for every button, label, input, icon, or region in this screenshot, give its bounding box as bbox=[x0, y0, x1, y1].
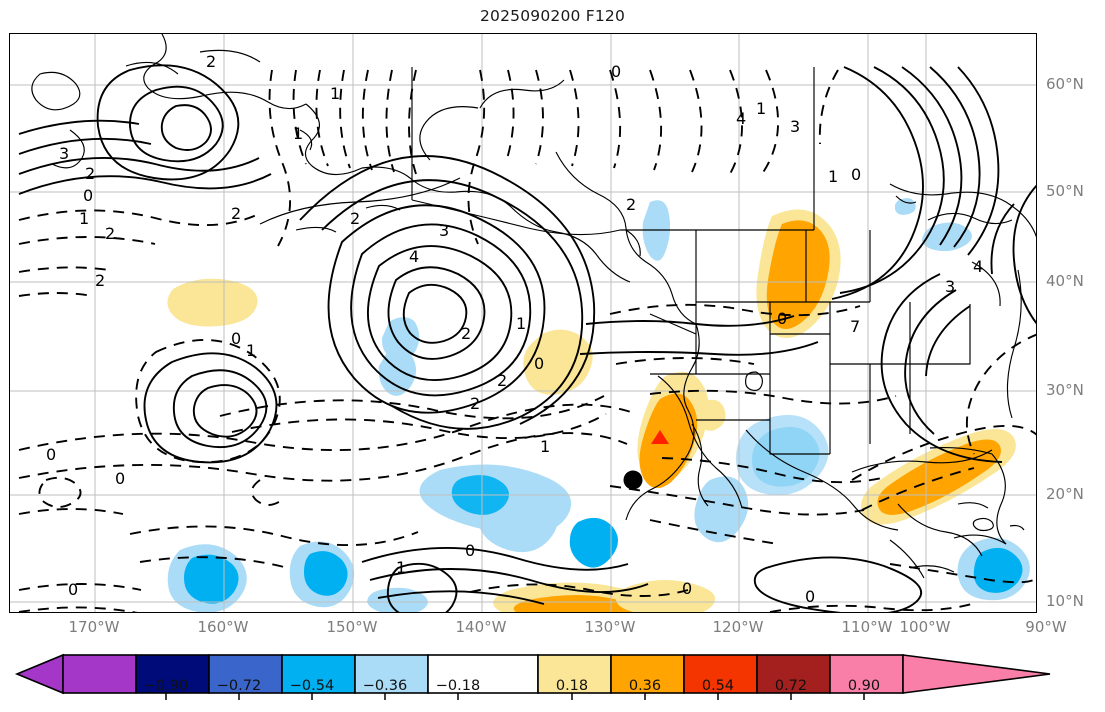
lat-tick-50N: 50°N bbox=[1046, 182, 1084, 200]
svg-text:1: 1 bbox=[828, 167, 838, 186]
svg-text:1: 1 bbox=[396, 558, 406, 577]
svg-text:2: 2 bbox=[85, 164, 95, 183]
svg-text:0: 0 bbox=[805, 587, 815, 606]
lat-tick-10N: 10°N bbox=[1046, 592, 1084, 610]
contours-positive bbox=[18, 64, 1036, 612]
cb-seg-7 bbox=[610, 654, 685, 694]
cb-tick-label-9: 0.90 bbox=[847, 678, 881, 694]
lon-tick-100W: 100°W bbox=[899, 618, 951, 636]
cb-seg-3 bbox=[281, 654, 356, 694]
svg-text:1: 1 bbox=[516, 314, 526, 333]
svg-text:1: 1 bbox=[246, 341, 256, 360]
page-title: 2025090200 F120 bbox=[479, 7, 626, 25]
contours-negative bbox=[18, 69, 1036, 612]
svg-text:1: 1 bbox=[756, 99, 766, 118]
marker-layer bbox=[623, 430, 669, 490]
lon-tick-170W: 170°W bbox=[68, 618, 120, 636]
map-frame: 3 2 0 1 2 2 1 1 3 4 2 2 1 0 2 bbox=[9, 33, 1037, 613]
svg-text:3: 3 bbox=[945, 277, 955, 296]
svg-text:0: 0 bbox=[465, 541, 475, 560]
contour-labels: 3 2 0 1 2 2 1 1 3 4 2 2 1 0 2 bbox=[46, 52, 983, 613]
svg-text:2: 2 bbox=[105, 224, 115, 243]
map-canvas: 3 2 0 1 2 2 1 1 3 4 2 2 1 0 2 bbox=[10, 34, 1036, 613]
lon-tick-120W: 120°W bbox=[712, 618, 764, 636]
cb-tick-label-0: −0.90 bbox=[143, 678, 189, 694]
svg-text:2: 2 bbox=[470, 394, 480, 413]
lat-tick-60N: 60°N bbox=[1046, 75, 1084, 93]
cb-seg-1 bbox=[135, 654, 210, 694]
cb-tick-label-7: 0.54 bbox=[701, 678, 735, 694]
svg-text:2: 2 bbox=[350, 209, 360, 228]
svg-text:0: 0 bbox=[682, 579, 692, 598]
colorbar-segments bbox=[14, 653, 1051, 695]
black-dot-marker bbox=[623, 470, 643, 490]
cb-extend-min bbox=[14, 653, 64, 695]
cb-seg-2 bbox=[208, 654, 283, 694]
svg-text:1: 1 bbox=[293, 124, 303, 143]
svg-text:1: 1 bbox=[540, 437, 550, 456]
svg-text:4: 4 bbox=[973, 257, 983, 276]
svg-text:1: 1 bbox=[330, 84, 340, 103]
svg-text:0: 0 bbox=[231, 329, 241, 348]
lon-tick-130W: 130°W bbox=[584, 618, 636, 636]
svg-text:2: 2 bbox=[231, 204, 241, 223]
cb-seg-8 bbox=[683, 654, 758, 694]
svg-text:0: 0 bbox=[83, 186, 93, 205]
svg-text:1: 1 bbox=[510, 609, 520, 613]
svg-text:0: 0 bbox=[851, 165, 861, 184]
svg-text:0: 0 bbox=[534, 354, 544, 373]
svg-text:2: 2 bbox=[206, 52, 216, 71]
red-triangle-marker bbox=[651, 430, 669, 444]
lon-tick-160W: 160°W bbox=[197, 618, 249, 636]
lon-tick-110W: 110°W bbox=[841, 618, 893, 636]
svg-text:0: 0 bbox=[611, 62, 621, 81]
colorbar-canvas bbox=[14, 653, 1051, 700]
cb-tick-label-1: −0.72 bbox=[216, 678, 262, 694]
colorbar-ticks bbox=[165, 693, 865, 700]
svg-text:7: 7 bbox=[850, 317, 860, 336]
svg-text:0: 0 bbox=[115, 469, 125, 488]
cb-seg-6 bbox=[537, 654, 612, 694]
svg-text:3: 3 bbox=[439, 221, 449, 240]
lat-tick-20N: 20°N bbox=[1046, 485, 1084, 503]
map-panel: 3 2 0 1 2 2 1 1 3 4 2 2 1 0 2 bbox=[9, 33, 1037, 613]
cb-seg-4 bbox=[354, 654, 429, 694]
lat-tick-40N: 40°N bbox=[1046, 272, 1084, 290]
svg-text:2: 2 bbox=[461, 324, 471, 343]
lon-tick-150W: 150°W bbox=[326, 618, 378, 636]
cb-tick-label-6: 0.36 bbox=[628, 678, 662, 694]
svg-text:4: 4 bbox=[736, 109, 746, 128]
grid-lines bbox=[10, 34, 1036, 612]
svg-text:0: 0 bbox=[46, 445, 56, 464]
svg-text:3: 3 bbox=[59, 144, 69, 163]
svg-text:3: 3 bbox=[790, 117, 800, 136]
cb-extend-max bbox=[902, 654, 1051, 694]
lat-tick-30N: 30°N bbox=[1046, 381, 1084, 399]
lon-tick-90W: 90°W bbox=[1025, 618, 1067, 636]
svg-text:4: 4 bbox=[409, 247, 419, 266]
cb-tick-label-2: −0.54 bbox=[289, 678, 335, 694]
shading-layer bbox=[167, 198, 1030, 612]
svg-text:0: 0 bbox=[777, 309, 787, 328]
svg-text:1: 1 bbox=[79, 209, 89, 228]
cb-tick-label-8: 0.72 bbox=[774, 678, 808, 694]
cb-tick-label-5: 0.18 bbox=[555, 678, 589, 694]
cb-seg-0 bbox=[62, 654, 137, 694]
cb-tick-label-4: −0.18 bbox=[435, 678, 481, 694]
svg-text:0: 0 bbox=[68, 580, 78, 599]
svg-text:2: 2 bbox=[626, 195, 636, 214]
colorbar bbox=[0, 648, 1105, 712]
svg-text:2: 2 bbox=[497, 371, 507, 390]
cb-tick-label-3: −0.36 bbox=[362, 678, 408, 694]
svg-text:2: 2 bbox=[95, 271, 105, 290]
lon-tick-140W: 140°W bbox=[455, 618, 507, 636]
